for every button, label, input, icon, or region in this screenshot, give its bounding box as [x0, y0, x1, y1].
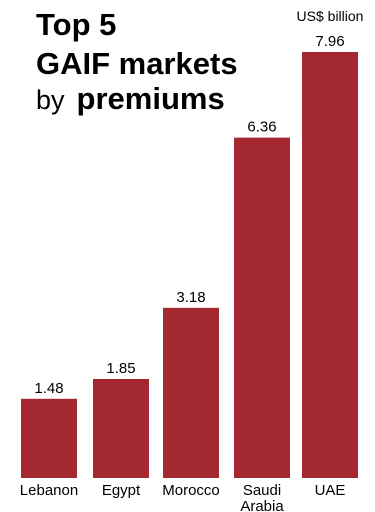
category-label: Lebanon: [20, 482, 78, 499]
value-label: 3.18: [176, 289, 205, 306]
value-label: 7.96: [315, 33, 344, 50]
title-prefix: by: [36, 85, 65, 115]
chart-title: Top 5 GAIF markets by premiums: [36, 7, 238, 116]
unit-label: US$ billion: [297, 8, 364, 24]
title-line-3: by premiums: [36, 81, 225, 116]
value-label: 1.85: [106, 360, 135, 377]
category-labels: Lebanon Egypt Morocco Saudi Arabia UAE: [20, 482, 346, 512]
value-labels: 1.48 1.85 3.18 6.36 7.96: [34, 33, 344, 397]
bars: [21, 52, 358, 478]
title-line-2: GAIF markets: [36, 46, 238, 81]
bar-uae: [302, 52, 358, 478]
category-label: Egypt: [102, 482, 141, 499]
bar-egypt: [93, 378, 149, 478]
bar-saudi-arabia: [234, 137, 290, 478]
category-label: Morocco: [162, 482, 220, 499]
value-label: 1.48: [34, 380, 63, 397]
bar-morocco: [163, 307, 219, 478]
category-label: Saudi Arabia: [240, 482, 284, 512]
title-emphasis: premiums: [77, 81, 225, 116]
value-label: 6.36: [247, 119, 276, 136]
category-label: UAE: [315, 482, 346, 499]
bar-lebanon: [21, 398, 77, 478]
title-line-1: Top 5: [36, 7, 116, 42]
